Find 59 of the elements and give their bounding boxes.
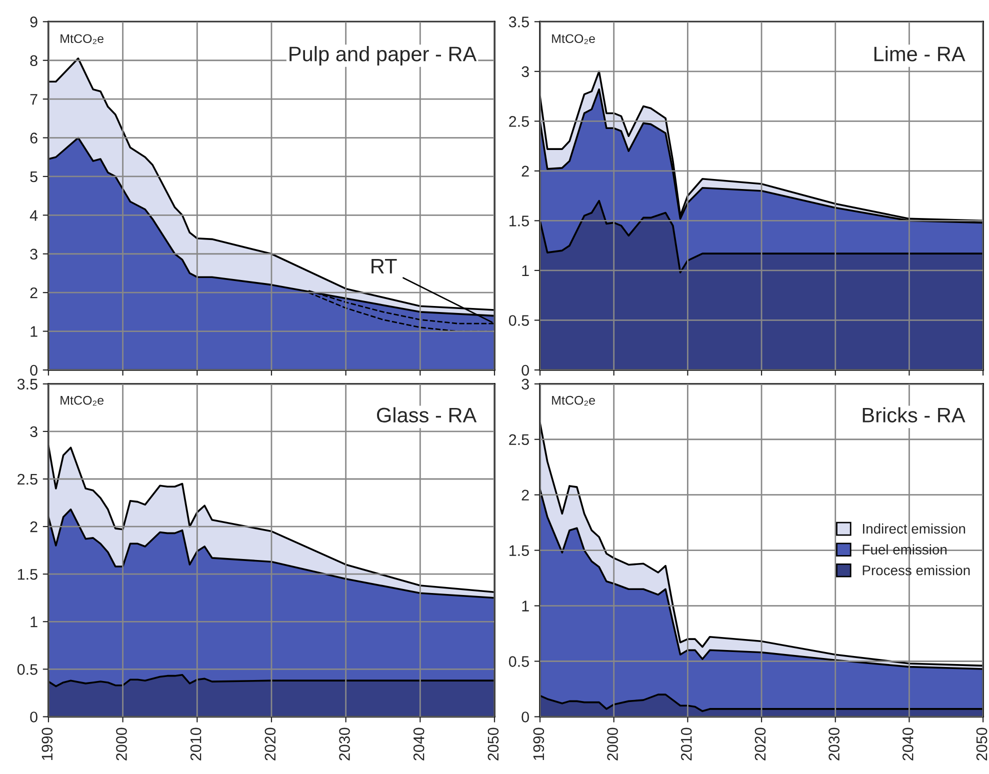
y-tick-label: 1.5	[510, 216, 529, 226]
y-tick-label: 9	[30, 16, 38, 28]
text: Lime - RA	[874, 46, 966, 62]
annotation: RT	[372, 259, 397, 274]
y-tick-label: 1	[30, 616, 38, 628]
y-tick-label: 1.5	[510, 545, 529, 556]
y-tick-label: 1	[30, 326, 38, 337]
x-tick-label: 2000	[607, 728, 618, 760]
y-tick-label: 0	[522, 364, 529, 376]
y-tick-label: 1.5	[18, 569, 38, 580]
y-tick-label: 5	[30, 171, 38, 182]
x-tick-label: 2020	[264, 728, 276, 760]
x-tick-label: 1990	[533, 728, 544, 760]
x-tick-label: 2050	[488, 728, 499, 760]
y-tick-label: 2.5	[18, 474, 38, 485]
y-tick-label: 2	[522, 490, 529, 500]
y-tick-label: 3	[522, 378, 529, 390]
y-tick-label: 7	[30, 94, 38, 105]
y-tick-label: 4	[30, 210, 38, 221]
y-tick-label: 3	[30, 248, 38, 260]
x-tick-label: 2040	[413, 728, 424, 760]
y-tick-label: 0	[30, 364, 38, 376]
y-tick-label: 0.5	[508, 656, 529, 667]
legend-label: Process emission	[862, 565, 970, 576]
y-tick-label: 2	[30, 287, 38, 298]
annotation: MtCO₂e	[60, 396, 104, 406]
y-tick-label: 3	[30, 426, 38, 438]
x-tick-label: 2010	[680, 728, 692, 760]
y-tick-label: 3	[522, 66, 529, 78]
y-tick-label: 1	[522, 265, 529, 276]
x-tick-label: 2000	[116, 728, 127, 760]
text: Glass - RA	[377, 407, 477, 423]
annotation: MtCO₂e	[552, 34, 595, 44]
y-tick-label: 6	[30, 132, 38, 144]
x-tick-label: 2030	[339, 728, 350, 760]
legend-label: Fuel emission	[862, 544, 947, 554]
x-tick-label: 1990	[42, 728, 53, 760]
y-tick-label: 2	[30, 521, 38, 532]
text: Pulp and paper - RA	[290, 46, 477, 66]
y-tick-label: 0	[522, 712, 529, 722]
y-tick-label: 3.5	[508, 16, 529, 28]
y-tick-label: 0.5	[508, 315, 529, 326]
y-tick-label: 0	[30, 712, 38, 722]
x-tick-label: 2030	[828, 728, 840, 760]
y-tick-label: 3.5	[17, 378, 38, 390]
x-tick-label: 2050	[976, 728, 988, 760]
y-tick-label: 2.5	[509, 434, 529, 446]
y-tick-label: 1	[522, 600, 529, 612]
y-tick-label: 8	[30, 55, 38, 66]
text: Bricks - RA	[862, 407, 966, 423]
annotation: MtCO₂e	[60, 34, 104, 44]
y-tick-label: 2.5	[509, 116, 529, 127]
legend-label: Indirect emission	[863, 523, 966, 534]
annotation: MtCO₂e	[552, 396, 595, 406]
y-tick-label: 0.5	[17, 664, 38, 675]
y-tick-label: 2	[522, 166, 529, 176]
x-tick-label: 2040	[902, 728, 914, 760]
x-tick-label: 2010	[190, 728, 202, 760]
x-tick-label: 2020	[754, 728, 766, 760]
